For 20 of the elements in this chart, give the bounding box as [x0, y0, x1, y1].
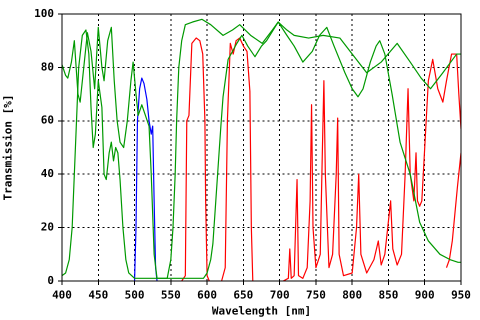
y-tick-label: 80	[40, 60, 54, 74]
y-tick-label: 20	[40, 220, 54, 234]
x-tick-label: 450	[88, 288, 108, 302]
x-axis-title: Wavelength [nm]	[212, 304, 312, 318]
x-tick-label: 550	[160, 288, 181, 302]
x-tick-label: 700	[270, 288, 290, 302]
y-tick-label: 100	[34, 6, 54, 20]
y-axis-title: Transmission [%]	[1, 94, 14, 200]
x-tick-label: 800	[342, 288, 362, 302]
x-tick-label: 500	[124, 288, 144, 302]
x-tick-label: 850	[378, 288, 398, 302]
x-tick-label: 950	[451, 288, 471, 302]
x-tick-label: 900	[414, 288, 435, 302]
x-tick-label: 750	[306, 288, 326, 302]
x-tick-label: 650	[233, 288, 254, 302]
y-tick-label: 0	[47, 274, 54, 287]
x-tick-label: 600	[197, 288, 218, 302]
y-tick-label: 60	[40, 114, 54, 127]
x-tick-label: 400	[52, 288, 72, 302]
y-tick-label: 40	[40, 167, 54, 180]
